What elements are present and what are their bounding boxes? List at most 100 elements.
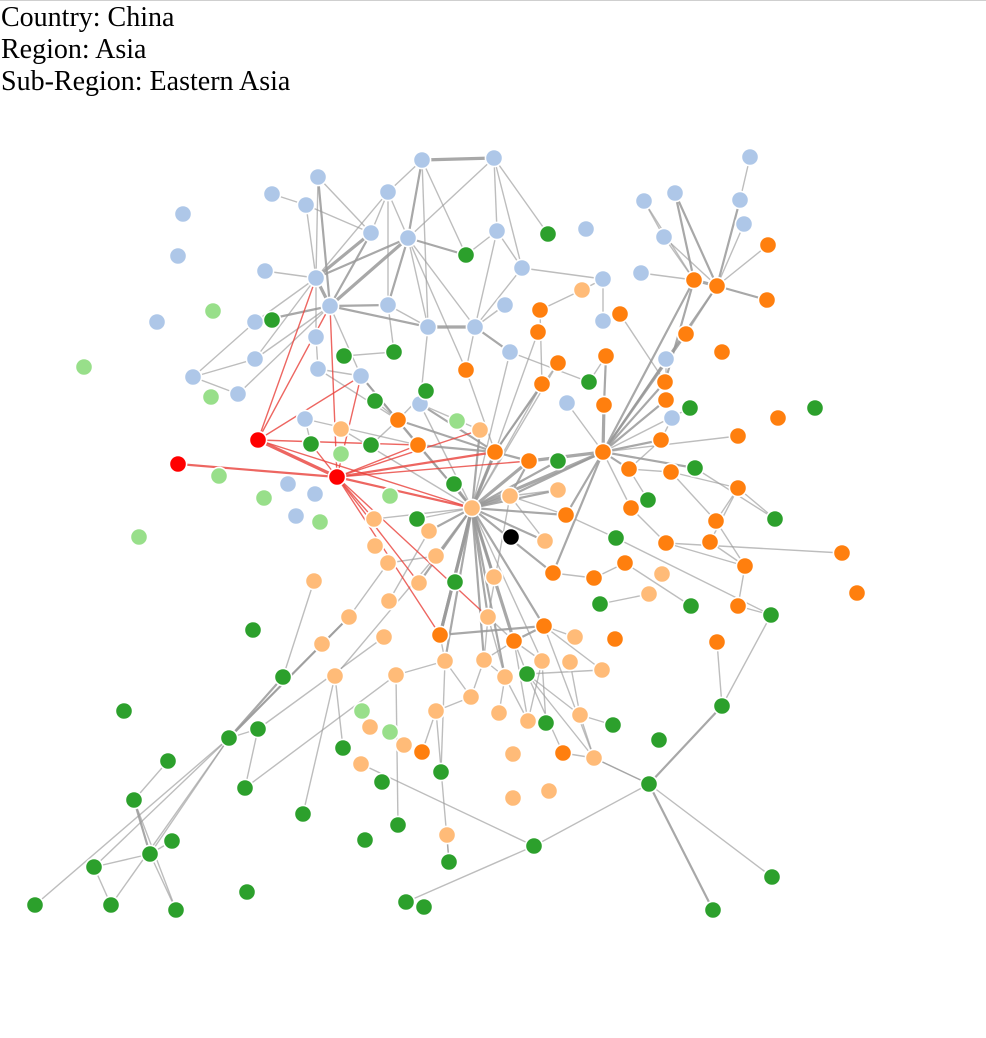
country-node[interactable] [378,182,398,202]
country-node[interactable] [758,235,778,255]
country-node[interactable] [394,735,414,755]
country-node[interactable] [584,748,604,768]
country-node[interactable] [431,762,451,782]
country-node[interactable] [74,357,94,377]
country-node[interactable] [765,509,785,529]
country-node[interactable] [548,353,568,373]
country-node[interactable] [656,390,676,410]
country-node[interactable] [548,451,568,471]
country-node[interactable] [512,258,532,278]
country-node[interactable] [237,882,257,902]
country-node[interactable] [500,342,520,362]
country-node[interactable] [386,665,406,685]
country-node[interactable] [325,666,345,686]
country-node[interactable] [478,607,498,627]
country-node[interactable] [262,184,282,204]
country-node[interactable] [474,650,494,670]
country-node[interactable] [456,245,476,265]
country-node[interactable] [639,584,659,604]
country-node[interactable] [183,367,203,387]
country-node[interactable] [734,214,754,234]
country-node[interactable] [654,227,674,247]
selected-country-node[interactable] [501,527,521,547]
country-node[interactable] [308,359,328,379]
country-node[interactable] [306,327,326,347]
country-node[interactable] [306,268,326,288]
country-node[interactable] [530,300,550,320]
country-node[interactable] [147,312,167,332]
country-node[interactable] [605,629,625,649]
country-node[interactable] [101,895,121,915]
country-node[interactable] [374,627,394,647]
country-node[interactable] [712,342,732,362]
country-node[interactable] [456,360,476,380]
country-node[interactable] [396,892,416,912]
country-node[interactable] [361,435,381,455]
country-node[interactable] [380,486,400,506]
country-node[interactable] [740,147,760,167]
country-node[interactable] [305,484,325,504]
country-node[interactable] [538,224,558,244]
country-node[interactable] [543,563,563,583]
country-node[interactable] [168,246,188,266]
country-node[interactable] [536,713,556,733]
country-node[interactable] [495,667,515,687]
country-node[interactable] [245,349,265,369]
country-node[interactable] [631,263,651,283]
country-node[interactable] [273,667,293,687]
country-node[interactable] [295,409,315,429]
country-node[interactable] [84,857,104,877]
country-node[interactable] [384,342,404,362]
country-node[interactable] [539,781,559,801]
country-node[interactable] [278,474,298,494]
country-node[interactable] [435,651,455,671]
country-node[interactable] [606,528,626,548]
highlighted-country-node[interactable] [327,467,347,487]
country-node[interactable] [351,754,371,774]
country-node[interactable] [651,430,671,450]
country-node[interactable] [129,527,149,547]
country-node[interactable] [757,290,777,310]
country-node[interactable] [248,719,268,739]
country-node[interactable] [700,532,720,552]
country-node[interactable] [534,616,554,636]
country-node[interactable] [707,276,727,296]
country-node[interactable] [412,742,432,762]
country-node[interactable] [470,420,490,440]
country-node[interactable] [334,346,354,366]
country-node[interactable] [535,531,555,551]
country-node[interactable] [553,743,573,763]
country-node[interactable] [408,435,428,455]
country-node[interactable] [286,506,306,526]
country-node[interactable] [255,261,275,281]
country-node[interactable] [419,521,439,541]
country-node[interactable] [517,664,537,684]
country-node[interactable] [681,596,701,616]
country-node[interactable] [407,509,427,529]
country-node[interactable] [615,553,635,573]
country-node[interactable] [592,660,612,680]
country-node[interactable] [426,546,446,566]
country-node[interactable] [847,583,867,603]
country-node[interactable] [649,730,669,750]
country-node[interactable] [590,594,610,614]
country-node[interactable] [572,280,592,300]
country-node[interactable] [487,221,507,241]
country-node[interactable] [462,498,482,518]
country-node[interactable] [665,183,685,203]
country-node[interactable] [832,543,852,563]
country-node[interactable] [398,228,418,248]
country-node[interactable] [388,815,408,835]
country-node[interactable] [532,374,552,394]
country-node[interactable] [352,701,372,721]
country-node[interactable] [503,744,523,764]
country-node[interactable] [703,900,723,920]
country-node[interactable] [656,533,676,553]
country-node[interactable] [707,632,727,652]
country-node[interactable] [219,728,239,748]
country-node[interactable] [465,317,485,337]
country-node[interactable] [500,486,520,506]
country-node[interactable] [593,442,613,462]
country-node[interactable] [518,711,538,731]
